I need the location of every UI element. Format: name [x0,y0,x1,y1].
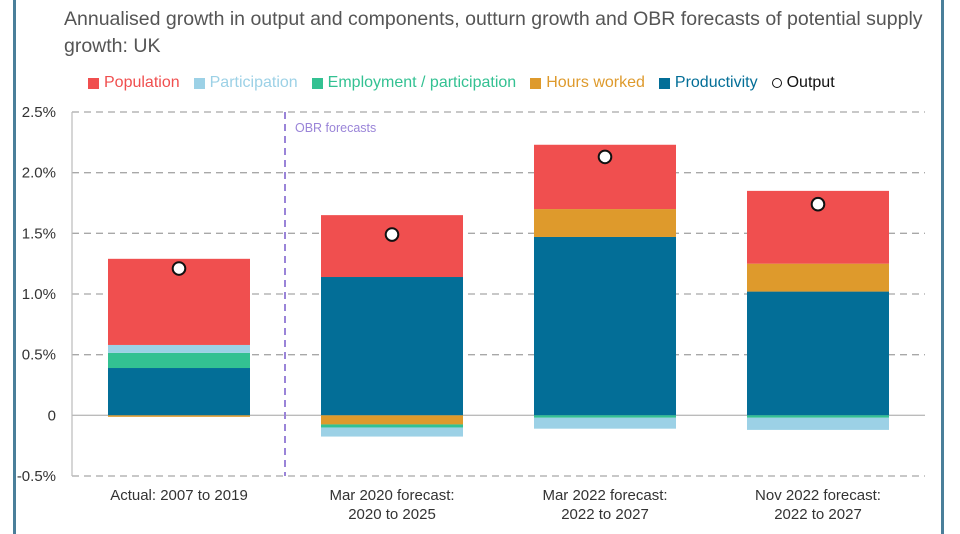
output-marker [384,227,400,242]
obr-forecasts-annotation: OBR forecasts [295,121,376,135]
x-category-label: Nov 2022 forecast: [755,487,881,504]
x-category-label: Mar 2020 forecast: [329,487,454,504]
bar-segment-participation [534,417,676,429]
bar-segment-population [321,215,463,278]
x-category-label: Actual: 2007 to 2019 [110,487,248,504]
legend-label-population: Population [104,74,180,91]
output-marker [171,261,187,276]
bar-segment-hours-worked [108,415,250,417]
legend-label-hours-worked: Hours worked [546,74,645,91]
bar-segment-productivity [534,236,676,416]
bar-segment-employment-participation [534,415,676,418]
output-marker [810,196,826,212]
bar-segment-employment-participation [747,415,889,418]
output-marker-icon [771,78,782,88]
bar-segment-participation [108,344,250,353]
chart-title: Annualised growth in output and componen… [64,8,923,57]
legend-label-productivity: Productivity [674,74,758,91]
frame-border-left [13,0,16,534]
legend-label-output: Output [786,74,835,91]
x-category-label: 2022 to 2027 [774,506,862,523]
legend-item-population: Population [88,73,180,93]
legend-swatch-population [88,77,99,89]
legend-swatch-productivity [658,77,670,89]
y-tick-label: 0 [48,407,56,424]
y-tick-label: 0.5% [22,347,56,364]
legend-swatch-hours-worked [530,77,542,89]
legend-item-output: Output [771,73,835,93]
bar-segment-hours-worked [321,415,463,425]
bar-segment-hours-worked [534,209,676,237]
bar-segment-employment-participation [108,352,250,369]
x-category-label: Mar 2022 forecast: [542,487,667,504]
legend-swatch-participation [193,77,205,89]
y-tick-label: 1.0% [22,286,56,303]
legend-item-productivity: Productivity [658,73,758,93]
legend: Population Participation Employment / pa… [88,73,835,93]
bar-segment-employment-participation [321,424,463,428]
y-tick-label: -0.5% [17,468,56,485]
bar-segment-productivity [747,291,889,416]
output-marker [597,149,613,165]
legend-item-hours-worked: Hours worked [530,73,645,93]
x-category-label: 2022 to 2027 [561,506,649,523]
y-tick-label: 2.5% [22,104,56,121]
legend-item-participation: Participation [193,73,298,93]
x-category-label: 2020 to 2025 [348,506,436,523]
legend-item-employment-participation: Employment / participation [311,73,517,93]
bar-segment-productivity [108,368,250,416]
legend-label-employment-participation: Employment / participation [327,74,517,91]
y-tick-label: 1.5% [22,225,56,242]
legend-swatch-employment-participation [311,77,323,89]
y-tick-label: 2.0% [22,165,56,182]
bar-segment-participation [747,417,889,430]
bar-segment-participation [321,427,463,437]
bar-segment-productivity [321,277,463,416]
bar-segment-hours-worked [747,263,889,292]
frame-border-right [941,0,944,534]
legend-label-participation: Participation [209,74,298,91]
